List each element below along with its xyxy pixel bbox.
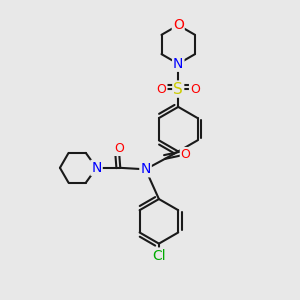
Text: Cl: Cl (152, 248, 166, 262)
Text: O: O (173, 18, 184, 32)
Text: N: N (140, 162, 151, 176)
Text: O: O (114, 142, 124, 155)
Text: N: N (173, 57, 183, 71)
Text: S: S (173, 82, 183, 97)
Text: N: N (91, 161, 102, 175)
Text: O: O (181, 148, 190, 161)
Text: O: O (157, 82, 166, 96)
Text: O: O (190, 82, 200, 96)
